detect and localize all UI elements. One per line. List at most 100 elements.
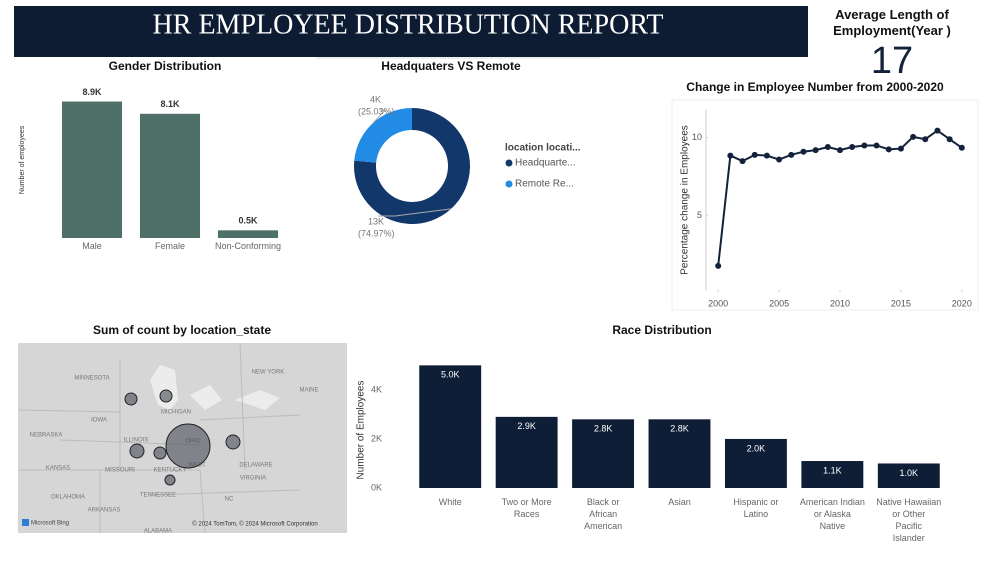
donut-slice [354, 108, 470, 224]
point [824, 144, 831, 151]
header-bar [14, 6, 808, 57]
map-attribution: © 2024 TomTom, © 2024 Microsoft Corporat… [192, 521, 317, 528]
x-tick-label: 2020 [952, 298, 972, 308]
point [946, 136, 953, 143]
x-tick-label: Asian [668, 497, 691, 507]
bubble[interactable] [165, 423, 211, 469]
point [849, 144, 856, 151]
data-label: 8.9K [82, 87, 102, 97]
bar [139, 113, 201, 238]
bar [648, 419, 711, 488]
bubble[interactable] [124, 392, 138, 406]
x-tick-label: Non-Conforming [215, 241, 281, 251]
percent-label: (25.03%) [358, 106, 395, 116]
chart-title: Change in Employee Number from 2000-2020 [686, 80, 944, 94]
x-tick-label: Two or More Races [502, 497, 552, 519]
y-axis-label: Number of employees [19, 125, 26, 194]
map-label: MICHIGAN [161, 410, 191, 416]
bubble[interactable] [129, 443, 145, 459]
bubble[interactable] [225, 434, 241, 450]
map-label: MAINE [299, 388, 318, 394]
x-tick-label: Female [155, 241, 185, 251]
point [934, 127, 941, 134]
map-label: OKLAHOMA [51, 495, 85, 501]
x-tick-label: American Indian or Alaska Native [800, 497, 865, 531]
logo-icon [22, 519, 29, 526]
data-label: 1.0K [900, 468, 919, 478]
data-label: 1.1K [823, 465, 842, 475]
y-tick-label: 0K [371, 482, 382, 492]
map: MINNESOTAMICHIGANIOWANEBRASKAILLINOISOHI… [17, 342, 347, 535]
point [715, 262, 722, 269]
legend-label[interactable]: Headquarte... [515, 158, 576, 169]
point [751, 151, 758, 158]
legend-marker [505, 180, 513, 188]
bar [572, 419, 635, 488]
map-label: ILLINOIS [124, 438, 149, 444]
line-frame [671, 99, 979, 311]
point [897, 145, 904, 152]
y-tick-label: 4K [371, 384, 382, 394]
y-axis-label: Percentage change in Employees [680, 125, 691, 275]
map-label: ALABAMA [144, 529, 172, 535]
point [812, 147, 819, 154]
y-axis-label: Number of Employees [356, 381, 367, 480]
data-label: 2.8K [670, 424, 689, 434]
data-label: 2.9K [517, 421, 536, 431]
point [922, 136, 929, 143]
x-tick-label: 2015 [891, 298, 911, 308]
map-label: DELAWARE [239, 463, 272, 469]
x-tick-label: 2000 [708, 298, 728, 308]
data-label: 5.0K [441, 370, 460, 380]
chart-title: Sum of count by location_state [93, 323, 271, 337]
point [861, 142, 868, 149]
x-tick-label: 2005 [769, 298, 789, 308]
bar [877, 463, 940, 488]
y-tick-label: 2K [371, 433, 382, 443]
legend-marker [505, 159, 513, 167]
legend-title: location locati... [505, 143, 581, 154]
percent-label: (74.97%) [358, 228, 395, 238]
legend-label[interactable]: Remote Re... [515, 179, 574, 190]
map-logo: Microsoft Bing [31, 521, 69, 527]
point [837, 147, 843, 154]
data-label: 4K [370, 94, 381, 104]
point [885, 146, 892, 153]
map-label: VIRGINIA [240, 476, 266, 482]
map-label: ARKANSAS [88, 508, 121, 514]
bar [61, 101, 123, 239]
map-label: NC [225, 497, 234, 503]
point [727, 152, 734, 159]
point [800, 148, 807, 155]
kpi-value: 17 [870, 40, 914, 82]
leader-line [378, 208, 452, 217]
map-label: IOWA [91, 418, 107, 424]
point [958, 144, 965, 151]
point [763, 152, 770, 159]
map-label: NEBRASKA [30, 433, 63, 439]
map-label: KENTUCKY [154, 468, 187, 474]
x-tick-label: Hispanic or Latino [733, 497, 778, 519]
bubble[interactable] [164, 474, 176, 486]
report-title: HR EMPLOYEE DISTRIBUTION REPORT [153, 9, 664, 40]
map-label: KANSAS [46, 466, 70, 472]
bar [724, 438, 787, 488]
borders [17, 342, 301, 534]
leader-line [372, 109, 387, 124]
lakes [150, 365, 280, 410]
point [776, 156, 783, 163]
y-tick-label: 5 [697, 210, 702, 220]
y-tick-label: 10 [692, 132, 702, 142]
bar [801, 461, 864, 488]
x-tick-label: Native Hawaiian or Other Pacific Islander [876, 497, 941, 543]
x-tick-label: Black or African American [584, 497, 622, 531]
bubble[interactable] [159, 389, 173, 403]
point [873, 142, 880, 149]
data-label: 2.0K [747, 443, 766, 453]
chart-title: Headquaters VS Remote [381, 59, 521, 73]
map-label: TENNESSEE [140, 493, 176, 499]
kpi-label: Average Length of Employment(Year ) [833, 7, 951, 38]
bar [217, 230, 279, 238]
bubble[interactable] [153, 446, 167, 460]
